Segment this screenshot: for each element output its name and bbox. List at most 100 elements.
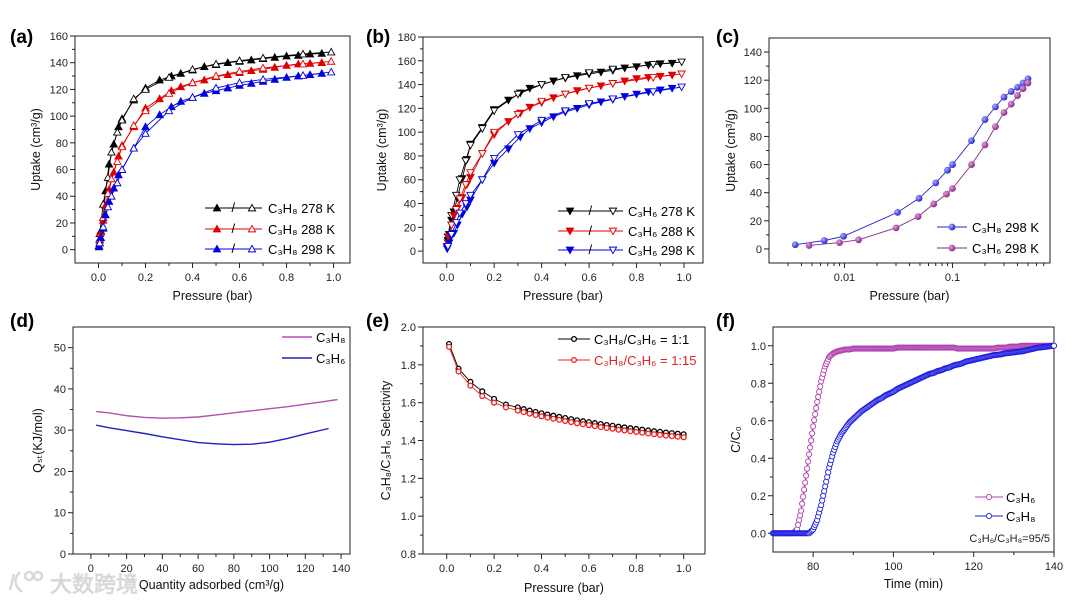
data-point (526, 410, 533, 417)
desorption-point (298, 59, 308, 68)
desorption-point (447, 231, 456, 239)
desorption-point (513, 131, 523, 140)
legend-marker-hollow (608, 246, 618, 255)
x-tick-label: 0.6 (581, 272, 596, 284)
desorption-point (513, 110, 523, 119)
legend-entry: C₃H₈/C₃H₆ = 1:15 (558, 353, 697, 368)
data-point (803, 472, 810, 479)
data-point (568, 419, 575, 426)
data-point (514, 407, 521, 414)
data-line (96, 424, 329, 446)
y-tick-label: 30 (54, 425, 66, 437)
y-tick-label: 60 (404, 175, 416, 187)
x-tick-label: 0.8 (279, 272, 294, 284)
data-point (981, 116, 989, 123)
y-tick-label: 40 (56, 191, 68, 203)
panel-b: (b) 0.0 0.2 0.4 0.6 0.8 1.0 0 20 40 60 80 100 120 140 1… (366, 27, 704, 303)
x-tick-label: 20 (120, 563, 132, 575)
desorption-point (648, 74, 658, 82)
desorption-point (466, 169, 475, 178)
plot-area (769, 342, 1058, 537)
data-point (949, 161, 956, 168)
legend-label: C₃H₈ 288 K (268, 222, 335, 237)
desorption-point (211, 59, 221, 68)
desorption-point (477, 125, 487, 134)
desorption-point (584, 100, 594, 109)
data-point (597, 424, 604, 431)
data-point (621, 427, 628, 434)
adsorption-point (572, 105, 582, 113)
x-tick-label: 1.0 (676, 563, 691, 575)
data-point (806, 451, 813, 458)
x-tick-label: 0.1 (945, 272, 960, 284)
desorption-point (298, 49, 308, 58)
desorption-point (677, 83, 687, 92)
legend-marker (570, 335, 578, 343)
y-tick-label: 100 (398, 127, 416, 139)
desorption-point (584, 69, 594, 78)
desorption-point (477, 176, 487, 185)
data-point (820, 237, 828, 244)
desorption-point (235, 66, 244, 75)
x-tick-label: 0.2 (138, 272, 153, 284)
data-point (949, 185, 956, 192)
series-1 (769, 342, 1058, 537)
panel-c: (c) 0.01 0.1 0 20 40 60 80 100 120 140 Pressure (ba… (716, 27, 1051, 303)
legend-separator: / (232, 200, 236, 215)
desorption-point (489, 107, 499, 116)
x-tick-label: 140 (332, 563, 350, 575)
data-point (585, 422, 592, 429)
data-point (639, 429, 646, 436)
data-point (609, 425, 616, 432)
y-tick-label: 1.4 (401, 436, 416, 448)
legend-separator: / (232, 221, 236, 236)
data-point (815, 393, 822, 400)
data-point (914, 213, 922, 220)
feed-ratio-annotation: C₃H₆/C₃H₈=95/5 (969, 533, 1050, 545)
legend-entry: / C₃H₈ 278 K (205, 200, 335, 216)
desorption-point (443, 243, 453, 251)
legend-marker (948, 244, 956, 252)
legend-marker-hollow (247, 244, 257, 253)
data-point (800, 493, 807, 500)
data-point (816, 388, 823, 395)
desorption-point (455, 176, 465, 185)
desorption-point (112, 127, 122, 136)
data-point (532, 411, 539, 419)
legend-label: C₃H₆ (316, 351, 345, 366)
legend-entry: C₃H₆ (975, 490, 1035, 505)
adsorption-point (94, 242, 104, 251)
data-point (992, 123, 999, 130)
y-axis-title: Uptake (cm³/g) (724, 109, 738, 192)
y-tick-label: 40 (404, 199, 416, 211)
desorption-point (608, 95, 618, 104)
panel-label: (f) (716, 311, 735, 332)
desorption-point (112, 156, 122, 165)
legend-separator: / (589, 203, 593, 218)
data-point (811, 417, 818, 424)
x-tick-label: 0.0 (439, 272, 454, 284)
adsorption-point (632, 63, 641, 72)
y-tick-label: 0 (62, 245, 68, 257)
desorption-point (107, 147, 116, 156)
legend-entry: C₃H₈ (975, 509, 1035, 524)
data-point (802, 479, 809, 486)
x-tick-label: 0.4 (534, 563, 549, 575)
legend-label: C₃H₆ 298 K (972, 241, 1039, 256)
panel-label: (b) (366, 27, 390, 48)
desorption-point (235, 78, 244, 87)
y-tick-label: 40 (750, 188, 762, 200)
desorption-point (188, 78, 197, 87)
x-tick-label: 0.4 (534, 272, 549, 284)
data-point (573, 420, 581, 427)
y-tick-label: 50 (54, 343, 66, 355)
x-tick-label: 0 (88, 563, 94, 575)
desorption-point (537, 116, 547, 125)
data-point (817, 383, 824, 390)
desorption-point (648, 88, 658, 97)
desorption-point (561, 74, 570, 82)
y-tick-label: 80 (750, 131, 762, 143)
y-tick-label: 60 (56, 165, 68, 177)
data-point (791, 241, 799, 249)
legend-entry: / C₃H₆ 298 K (558, 242, 695, 258)
